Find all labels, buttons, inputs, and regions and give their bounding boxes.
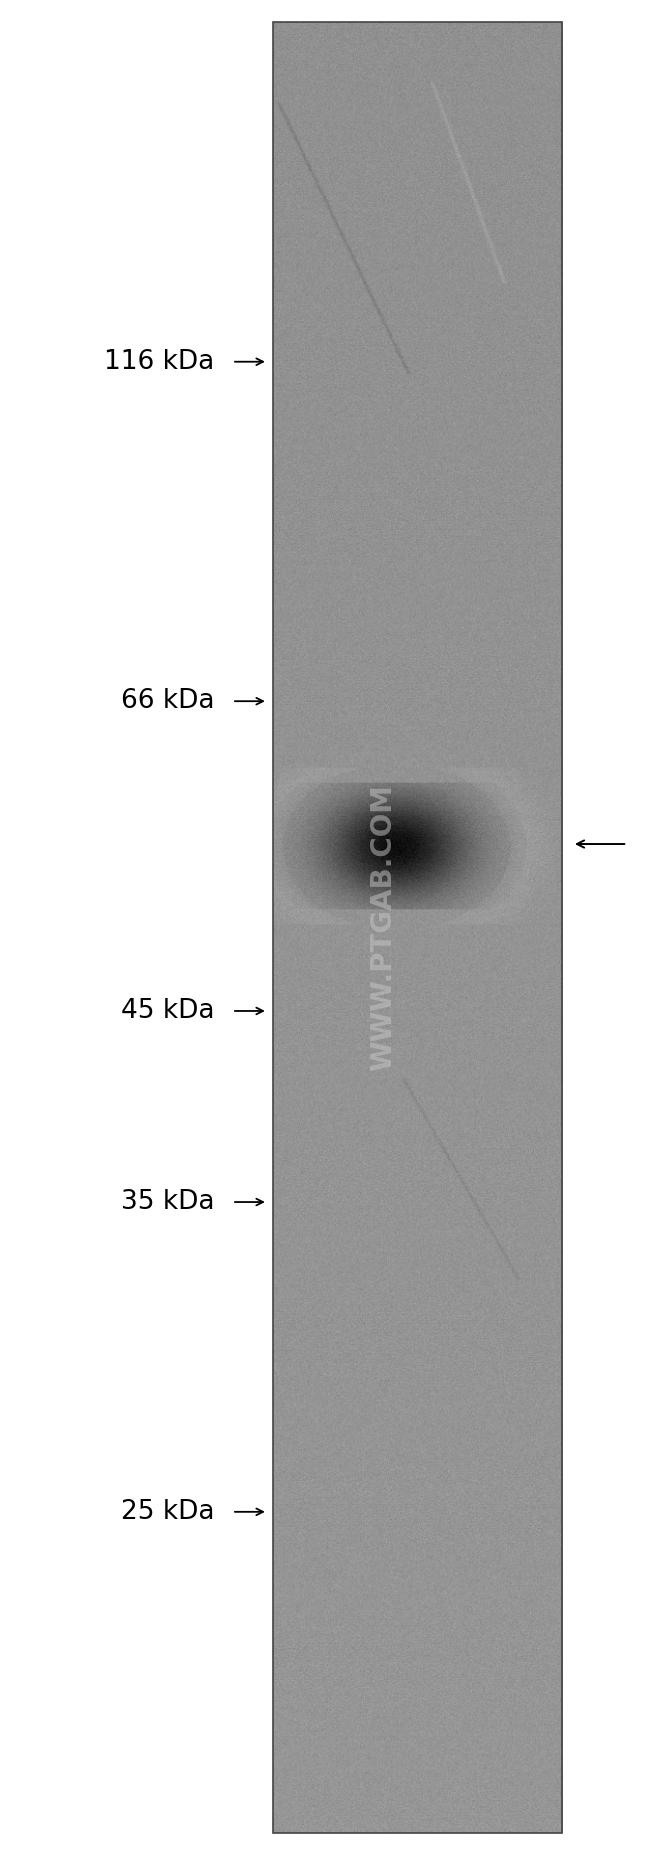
Bar <box>273 22 562 1833</box>
Text: 116 kDa: 116 kDa <box>104 349 214 375</box>
Text: 25 kDa: 25 kDa <box>121 1499 214 1525</box>
Text: WWW.PTGAB.COM: WWW.PTGAB.COM <box>369 785 397 1070</box>
Text: 45 kDa: 45 kDa <box>121 998 214 1024</box>
Text: 66 kDa: 66 kDa <box>121 688 214 714</box>
Text: 35 kDa: 35 kDa <box>121 1189 214 1215</box>
